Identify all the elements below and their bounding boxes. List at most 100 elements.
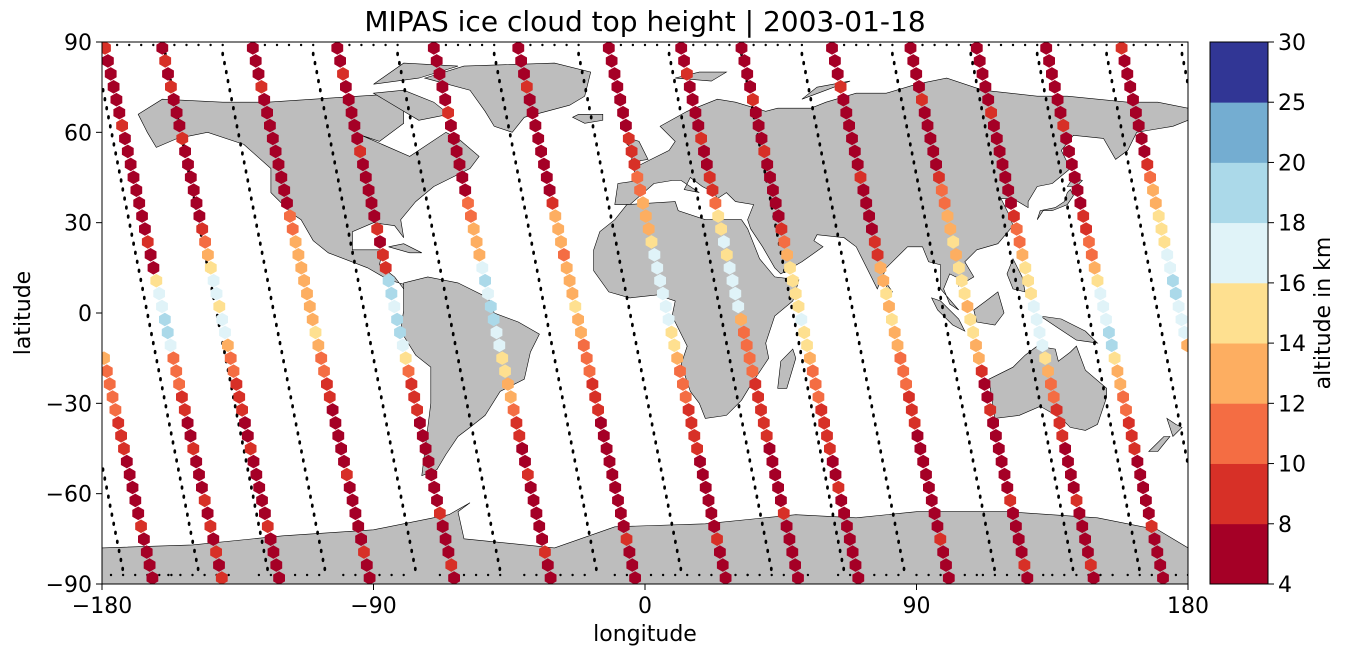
cloud-point [416, 429, 429, 443]
track-dot [584, 512, 587, 517]
cloud-point [981, 390, 994, 404]
track-dot [575, 467, 578, 472]
track-dot [978, 97, 982, 102]
track-dot [1041, 413, 1044, 418]
cloud-point [608, 67, 621, 81]
track-dot [227, 573, 230, 577]
track-dot [810, 404, 813, 409]
track-dot [396, 476, 399, 481]
cloud-point [1067, 480, 1080, 495]
cloud-point [244, 441, 257, 456]
track-dot [589, 539, 593, 544]
track-dot [891, 51, 894, 57]
track-dot [1046, 106, 1050, 111]
cloud-point [428, 480, 441, 495]
cloud-point [772, 480, 784, 495]
cloud-point [834, 80, 847, 94]
colorbar-tick-label: 12 [1278, 392, 1306, 417]
track-dot [458, 368, 462, 373]
track-dot [1008, 250, 1012, 255]
track-dot [448, 313, 451, 319]
track-dot [1121, 485, 1125, 490]
cloud-point [746, 364, 759, 378]
land-iceland [571, 114, 604, 124]
cloud-point [1036, 338, 1049, 353]
track-dot [968, 440, 971, 445]
track-dot [319, 548, 323, 554]
track-dot [530, 241, 534, 246]
track-dot [607, 205, 611, 210]
track-dot [324, 115, 328, 120]
cloud-point [1154, 558, 1167, 572]
track-dot [169, 431, 173, 436]
cloud-point [170, 364, 183, 378]
cloud-point [755, 403, 767, 417]
track-dot [223, 60, 226, 66]
cloud-point [113, 105, 126, 120]
track-dot [741, 422, 744, 427]
track-dot [471, 431, 475, 436]
land-africa [593, 201, 800, 419]
track-dot [804, 69, 807, 75]
track-dot [553, 359, 557, 364]
track-dot [1064, 530, 1068, 535]
cloud-point [1158, 235, 1171, 249]
cloud-point [617, 105, 629, 120]
cloud-point [306, 312, 319, 327]
track-dot [899, 548, 902, 554]
cloud-point [894, 351, 907, 365]
track-dot [455, 349, 459, 355]
track-dot [585, 521, 589, 526]
track-dot [1115, 106, 1119, 111]
cloud-point [692, 118, 705, 133]
cloud-point [249, 54, 262, 68]
track-dot [672, 530, 675, 535]
cloud-point [341, 467, 353, 482]
cloud-point [210, 545, 222, 559]
cloud-point [348, 118, 361, 133]
cloud-point [846, 131, 858, 146]
track-dot [460, 377, 464, 382]
track-dot [990, 160, 994, 165]
cloud-point [1016, 248, 1029, 262]
cloud-point [402, 364, 415, 378]
cloud-point [846, 545, 859, 559]
cloud-point [1082, 545, 1094, 559]
track-dot [661, 476, 665, 481]
track-dot [1051, 573, 1054, 577]
cloud-point [580, 351, 593, 365]
track-dot [498, 78, 501, 84]
track-dot [493, 43, 496, 47]
track-dot [266, 277, 269, 283]
track-dot [1001, 214, 1005, 219]
cloud-point [289, 235, 302, 249]
track-dot [116, 160, 119, 165]
track-dot [535, 268, 539, 273]
track-dot [763, 169, 767, 174]
cloud-point [558, 248, 570, 262]
track-dot [1176, 413, 1180, 418]
cloud-point [529, 118, 542, 133]
track-dot [307, 485, 311, 490]
cloud-point [1144, 170, 1156, 185]
track-dot [1057, 160, 1061, 165]
track-dot [1087, 313, 1091, 319]
track-dot [1116, 458, 1120, 463]
cloud-point [703, 170, 716, 185]
cloud-point [143, 558, 156, 572]
track-dot [316, 530, 319, 535]
cloud-point [595, 416, 607, 430]
cloud-point [711, 532, 723, 546]
track-dot [884, 476, 888, 481]
track-dot [993, 573, 997, 577]
cloud-point [662, 312, 675, 327]
track-dot [1037, 395, 1041, 400]
track-dot [248, 187, 251, 192]
cloud-point [732, 299, 745, 314]
track-dot [1098, 368, 1102, 373]
track-dot [360, 43, 363, 47]
cloud-point [812, 390, 825, 404]
track-dot [984, 521, 987, 526]
cloud-point [563, 273, 576, 288]
